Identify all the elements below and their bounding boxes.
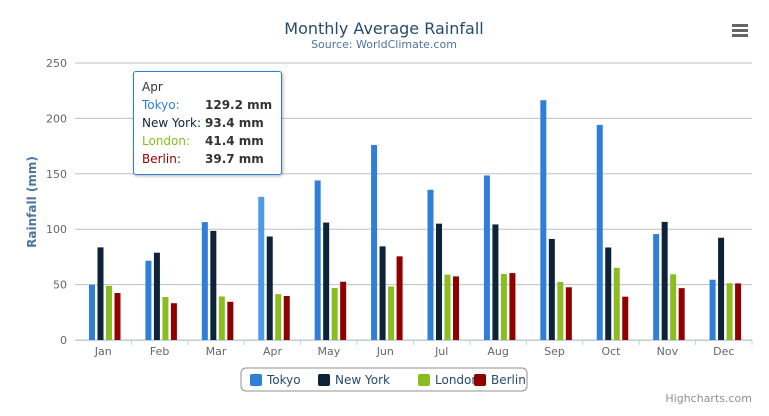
bar-new-york-dec[interactable] (718, 237, 725, 340)
x-tick-label: Apr (263, 345, 283, 358)
tooltip-label: Tokyo: (142, 98, 180, 112)
bar-berlin-nov[interactable] (678, 288, 685, 340)
tooltip-header: Apr (142, 80, 163, 94)
y-tick-label: 50 (53, 279, 67, 292)
legend-box (240, 367, 528, 392)
bar-london-nov[interactable] (670, 274, 677, 340)
tooltip-label: London: (142, 134, 191, 148)
x-tick-label: Jul (434, 345, 448, 358)
bar-berlin-jul[interactable] (453, 276, 459, 340)
legend-symbol[interactable] (474, 374, 486, 386)
bar-new-york-apr[interactable] (266, 236, 273, 340)
y-axis-title: Rainfall (mm) (25, 156, 39, 248)
legend-symbol[interactable] (318, 374, 330, 386)
legend-symbol[interactable] (418, 374, 430, 386)
tooltip-row: London: 41.4 mm (142, 132, 272, 150)
bar-new-york-oct[interactable] (605, 247, 612, 340)
bar-tokyo-apr[interactable] (258, 196, 265, 340)
hamburger-menu-icon[interactable] (728, 18, 752, 40)
x-tick-label: Mar (206, 345, 227, 358)
legend-item-tokyo[interactable]: Tokyo (266, 373, 301, 387)
bar-new-york-feb[interactable] (153, 252, 160, 340)
legend-symbol[interactable] (250, 374, 262, 386)
x-tick-label: Sep (544, 345, 565, 358)
bar-tokyo-aug[interactable] (483, 175, 490, 340)
bar-tokyo-feb[interactable] (145, 260, 152, 340)
x-tick-label: Oct (601, 345, 621, 358)
bar-london-mar[interactable] (218, 296, 225, 340)
tooltip-table: Tokyo: 129.2 mm New York: 93.4 mm London: 4… (142, 96, 272, 168)
credits-link[interactable]: Highcharts.com (665, 392, 752, 405)
x-tick-label: Feb (150, 345, 169, 358)
x-tick-label: May (318, 345, 341, 358)
bar-tokyo-may[interactable] (314, 180, 321, 340)
legend-item-berlin[interactable]: Berlin (491, 373, 526, 387)
bar-berlin-jan[interactable] (114, 293, 121, 340)
legend-item-new-york[interactable]: New York (335, 373, 390, 387)
bar-london-jul[interactable] (444, 274, 451, 340)
bar-new-york-mar[interactable] (210, 230, 217, 340)
legend-item-london[interactable]: London (435, 373, 479, 387)
bar-london-jun[interactable] (388, 286, 395, 340)
bar-berlin-jun[interactable] (396, 256, 403, 340)
bar-new-york-aug[interactable] (492, 224, 499, 340)
tooltip-value: 39.7 mm (205, 152, 264, 166)
bar-new-york-jun[interactable] (379, 246, 386, 340)
bar-berlin-may[interactable] (340, 281, 347, 340)
bar-london-may[interactable] (331, 287, 338, 340)
bar-tokyo-nov[interactable] (653, 234, 660, 340)
bar-tokyo-jan[interactable] (89, 284, 95, 340)
bar-london-oct[interactable] (613, 267, 620, 340)
y-tick-label: 200 (46, 112, 67, 125)
tooltip-value: 41.4 mm (205, 134, 264, 148)
tooltip-value: 129.2 mm (205, 98, 273, 112)
bar-berlin-mar[interactable] (227, 301, 234, 340)
bar-new-york-jul[interactable] (436, 223, 442, 340)
x-tick-label: Jan (94, 345, 112, 358)
bar-berlin-feb[interactable] (170, 303, 177, 340)
tooltip-label: Berlin: (142, 152, 181, 166)
y-tick-label: 0 (60, 334, 67, 347)
bar-tokyo-jun[interactable] (371, 144, 378, 340)
bar-berlin-sep[interactable] (565, 287, 572, 340)
x-tick-label: Nov (657, 345, 679, 358)
chart-subtitle: Source: WorldClimate.com (311, 38, 457, 51)
tooltip-row: New York: 93.4 mm (142, 114, 272, 132)
x-tick-label: Aug (487, 345, 508, 358)
bar-new-york-may[interactable] (323, 222, 330, 340)
bar-berlin-dec[interactable] (735, 283, 742, 340)
bar-tokyo-sep[interactable] (540, 100, 547, 341)
bar-tokyo-dec[interactable] (709, 279, 716, 340)
bar-berlin-apr[interactable] (283, 296, 290, 340)
bar-berlin-oct[interactable] (622, 296, 629, 340)
bar-tokyo-jul[interactable] (427, 189, 434, 340)
bar-london-dec[interactable] (726, 283, 733, 340)
y-tick-label: 150 (46, 168, 67, 181)
tooltip-row: Berlin: 39.7 mm (142, 150, 272, 168)
y-tick-label: 250 (46, 57, 67, 70)
bar-tokyo-oct[interactable] (596, 124, 603, 341)
bar-berlin-aug[interactable] (509, 273, 516, 340)
tooltip-label: New York: (142, 116, 201, 130)
tooltip: Apr Tokyo: 129.2 mm New York: 93.4 mm Lond… (133, 71, 282, 175)
bar-london-apr[interactable] (275, 294, 282, 340)
bar-london-sep[interactable] (557, 281, 564, 340)
bar-new-york-nov[interactable] (661, 221, 668, 340)
bar-london-jan[interactable] (106, 285, 112, 340)
tooltip-row: Tokyo: 129.2 mm (142, 96, 272, 114)
bar-new-york-jan[interactable] (97, 247, 104, 340)
bar-tokyo-mar[interactable] (201, 222, 208, 340)
tooltip-value: 93.4 mm (205, 116, 264, 130)
bar-london-aug[interactable] (500, 273, 507, 340)
x-tick-label: Dec (713, 345, 734, 358)
x-tick-label: Jun (376, 345, 394, 358)
bar-london-feb[interactable] (162, 297, 169, 340)
y-tick-label: 100 (46, 223, 67, 236)
bar-new-york-sep[interactable] (548, 238, 555, 340)
chart-title: Monthly Average Rainfall (284, 19, 483, 38)
